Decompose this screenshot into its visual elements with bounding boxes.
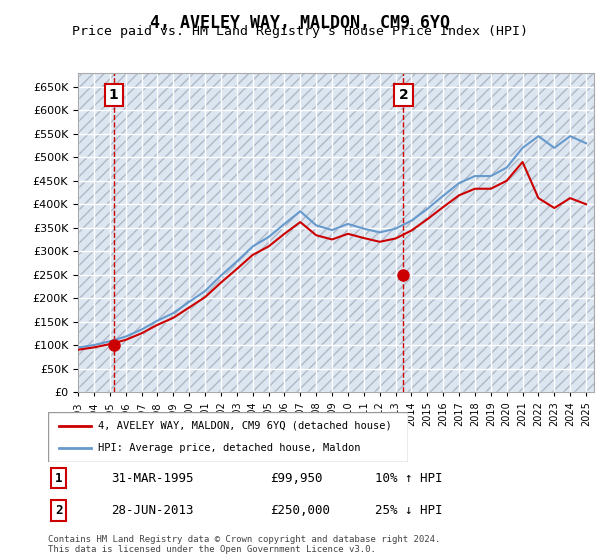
Text: £99,950: £99,950: [270, 472, 322, 484]
Text: 1: 1: [109, 88, 119, 102]
Text: 25% ↓ HPI: 25% ↓ HPI: [376, 504, 443, 517]
FancyBboxPatch shape: [48, 412, 408, 462]
Text: 31-MAR-1995: 31-MAR-1995: [112, 472, 194, 484]
Text: 28-JUN-2013: 28-JUN-2013: [112, 504, 194, 517]
Text: 2: 2: [398, 88, 409, 102]
Text: 4, AVELEY WAY, MALDON, CM9 6YQ (detached house): 4, AVELEY WAY, MALDON, CM9 6YQ (detached…: [98, 421, 392, 431]
Text: 10% ↑ HPI: 10% ↑ HPI: [376, 472, 443, 484]
Text: 4, AVELEY WAY, MALDON, CM9 6YQ: 4, AVELEY WAY, MALDON, CM9 6YQ: [150, 14, 450, 32]
Text: 2: 2: [55, 504, 62, 517]
Text: HPI: Average price, detached house, Maldon: HPI: Average price, detached house, Mald…: [98, 443, 361, 453]
Text: Contains HM Land Registry data © Crown copyright and database right 2024.
This d: Contains HM Land Registry data © Crown c…: [48, 535, 440, 554]
Text: £250,000: £250,000: [270, 504, 330, 517]
Text: 1: 1: [55, 472, 62, 484]
Text: Price paid vs. HM Land Registry's House Price Index (HPI): Price paid vs. HM Land Registry's House …: [72, 25, 528, 38]
